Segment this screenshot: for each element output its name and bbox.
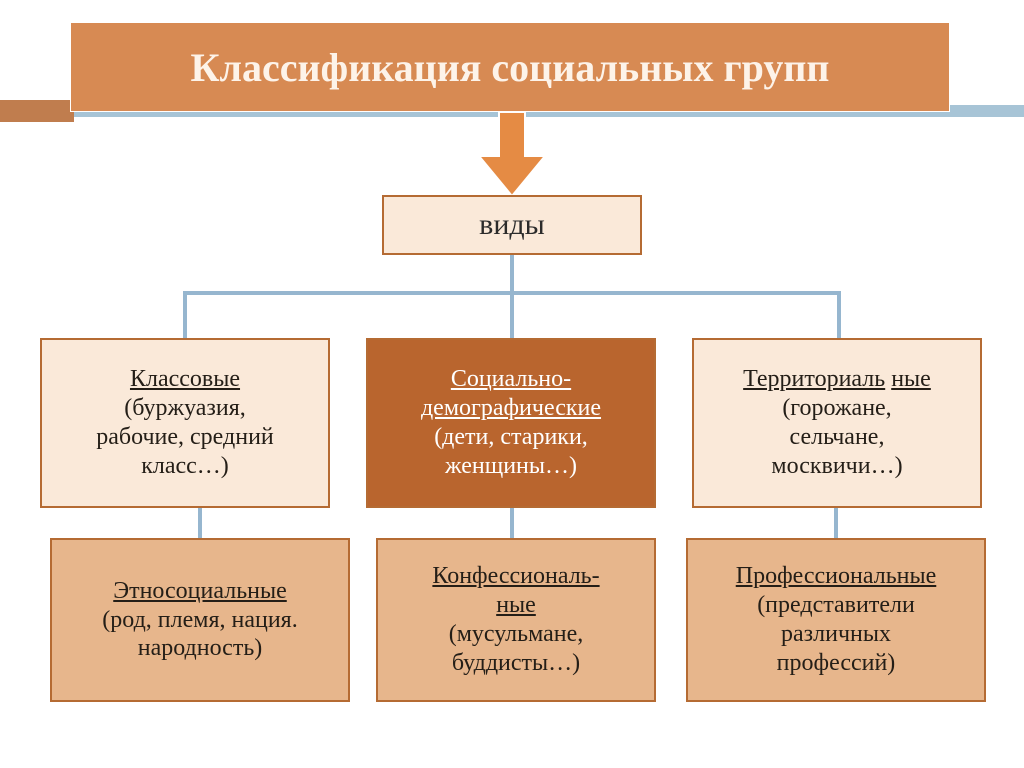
- connector: [183, 291, 187, 338]
- node-sub: рабочие, средний: [96, 423, 274, 452]
- connector: [510, 255, 514, 291]
- connector: [834, 508, 838, 538]
- root-node: виды: [382, 195, 642, 255]
- node-sub: (род, племя, нация.: [102, 606, 297, 635]
- node-confessional: Конфессиональ- ные (мусульмане, буддисты…: [376, 538, 656, 702]
- connector: [837, 291, 841, 338]
- node-sub: сельчане,: [790, 423, 885, 452]
- node-sub: (горожане,: [782, 395, 891, 421]
- node-head: Конфессиональ-: [432, 562, 599, 591]
- node-ethnosocial: Этносоциальные (род, племя, нация. народ…: [50, 538, 350, 702]
- connector: [510, 291, 514, 338]
- node-head: Классовые: [130, 365, 240, 394]
- node-head2: ные: [496, 591, 536, 620]
- node-sub: (мусульмане,: [449, 620, 584, 649]
- node-sub: (дети, старики,: [434, 423, 588, 452]
- connector: [510, 508, 514, 538]
- title-banner: Классификация социальных групп: [70, 22, 950, 112]
- node-professional: Профессиональные (представители различны…: [686, 538, 986, 702]
- connector: [198, 508, 202, 538]
- node-sub: женщины…): [445, 452, 577, 481]
- node-head2: демографические: [421, 394, 601, 423]
- node-class: Классовые (буржуазия, рабочие, средний к…: [40, 338, 330, 508]
- node-sub: москвичи…): [771, 452, 902, 481]
- node-sub: класс…): [141, 452, 229, 481]
- node-territorial: Территориаль ные (горожане, сельчане, мо…: [692, 338, 982, 508]
- node-sub: профессий): [777, 649, 896, 678]
- node-head2: ные: [891, 366, 931, 392]
- root-label: виды: [479, 208, 545, 242]
- down-arrow: [0, 112, 1024, 196]
- node-socio-demographic: Социально- демографические (дети, старик…: [366, 338, 656, 508]
- node-sub: буддисты…): [452, 649, 580, 678]
- node-sub: (буржуазия,: [124, 394, 246, 423]
- node-sub: (представители: [757, 591, 915, 620]
- node-head: Этносоциальные: [113, 577, 287, 606]
- title-text: Классификация социальных групп: [191, 44, 830, 91]
- node-sub: народность): [138, 634, 263, 663]
- node-head: Социально-: [451, 365, 571, 394]
- node-head: Территориаль: [743, 366, 885, 392]
- node-sub: различных: [781, 620, 891, 649]
- node-head: Профессиональные: [736, 562, 937, 591]
